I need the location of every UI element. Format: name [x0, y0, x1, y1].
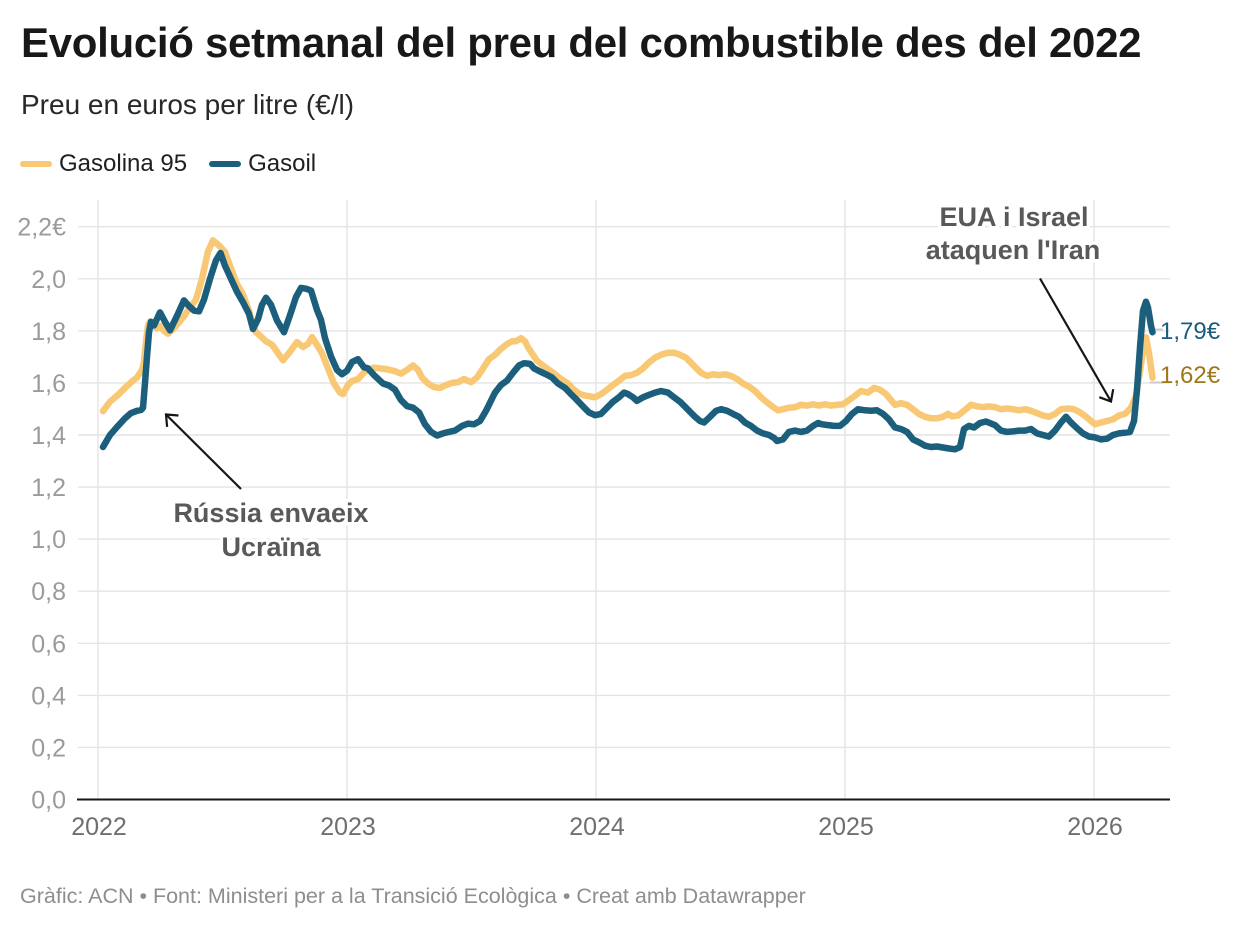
- svg-text:Ucraïna: Ucraïna: [221, 532, 321, 562]
- svg-text:2024: 2024: [569, 813, 625, 841]
- svg-text:1,0: 1,0: [31, 526, 66, 554]
- svg-text:ataquen l'Iran: ataquen l'Iran: [926, 235, 1100, 265]
- svg-text:2026: 2026: [1067, 813, 1123, 841]
- svg-text:2,0: 2,0: [31, 266, 66, 294]
- svg-text:1,4: 1,4: [31, 422, 66, 450]
- svg-text:0,8: 0,8: [31, 578, 66, 606]
- svg-text:0,4: 0,4: [31, 682, 66, 710]
- svg-text:2,2€: 2,2€: [17, 214, 66, 242]
- svg-text:2025: 2025: [818, 813, 874, 841]
- svg-text:1,62€: 1,62€: [1160, 362, 1221, 389]
- svg-text:2023: 2023: [320, 813, 376, 841]
- svg-text:1,6: 1,6: [31, 370, 66, 398]
- svg-text:0,0: 0,0: [31, 787, 66, 815]
- svg-text:EUA i Israel: EUA i Israel: [939, 202, 1088, 232]
- svg-text:0,2: 0,2: [31, 734, 66, 762]
- svg-text:2022: 2022: [71, 813, 127, 841]
- svg-text:1,8: 1,8: [31, 318, 66, 346]
- svg-text:Rússia envaeix: Rússia envaeix: [173, 498, 368, 528]
- svg-text:1,2: 1,2: [31, 474, 66, 502]
- svg-text:0,6: 0,6: [31, 630, 66, 658]
- svg-text:1,79€: 1,79€: [1160, 318, 1221, 345]
